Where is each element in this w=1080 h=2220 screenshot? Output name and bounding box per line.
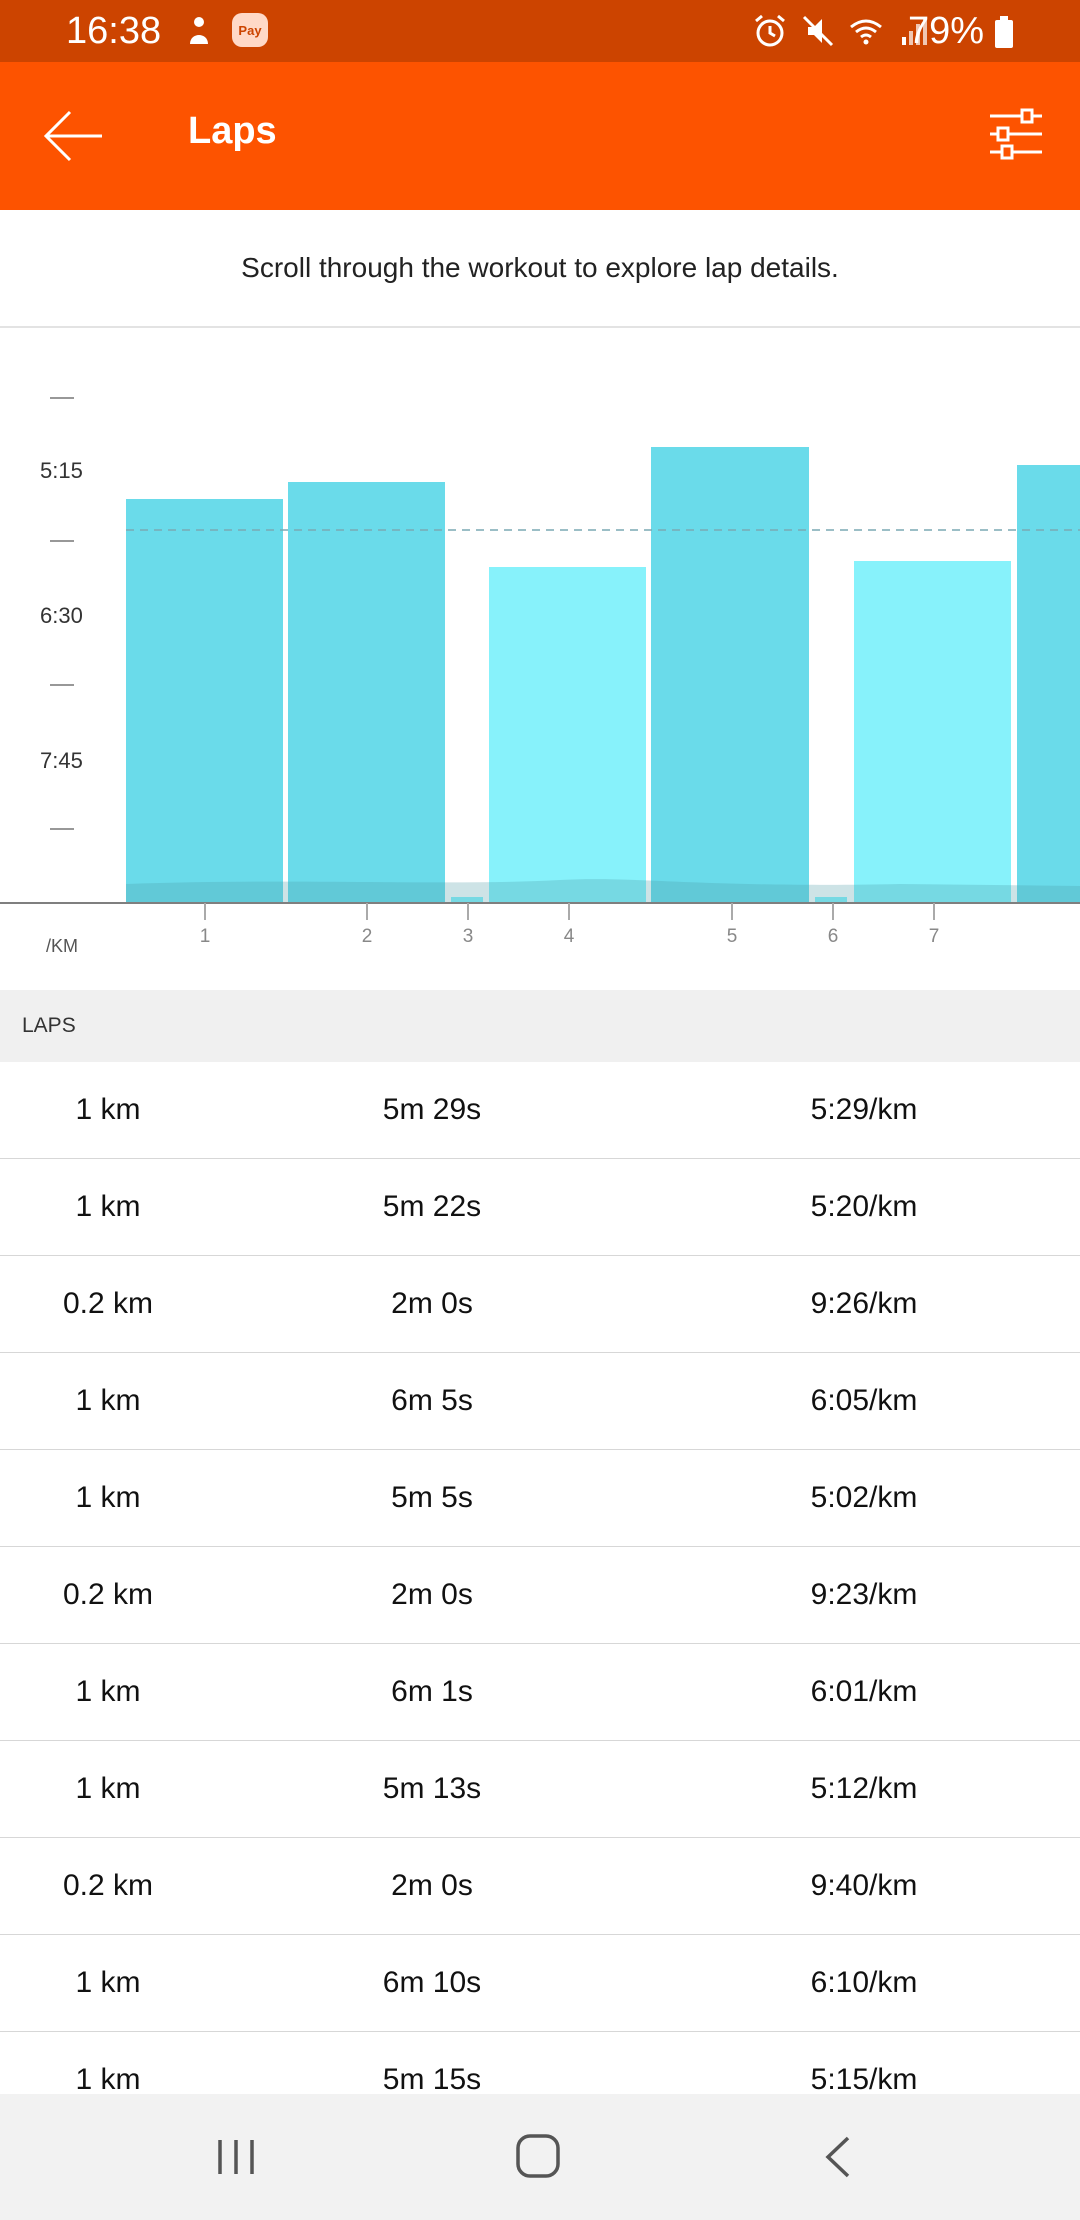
lap-distance: 0.2 km [62, 1287, 154, 1320]
arrow-left-icon[interactable] [40, 106, 104, 166]
lap-pace: 5:20/km [810, 1190, 918, 1223]
table-row[interactable]: 1 km 5m 22s 5:20/km [0, 1159, 1080, 1256]
lap-distance: 0.2 km [62, 1578, 154, 1611]
bar-lap-1[interactable] [126, 499, 283, 902]
status-bar: 16:38 Pay 79% [0, 0, 1080, 62]
lap-distance: 1 km [75, 1093, 141, 1126]
x-tick-label: 5 [727, 926, 738, 947]
bar-lap-6[interactable] [815, 897, 847, 902]
notification-icon [190, 17, 208, 44]
y-tick-label: 7:45 [40, 748, 83, 773]
lap-pace: 5:02/km [810, 1481, 918, 1514]
home-icon[interactable] [510, 2132, 566, 2182]
table-row[interactable]: 0.2 km 2m 0s 9:23/km [0, 1547, 1080, 1644]
lap-distance: 1 km [75, 1384, 141, 1417]
back-nav-icon[interactable] [812, 2132, 868, 2182]
y-tick-label: 5:15 [40, 458, 83, 483]
battery-icon [995, 16, 1013, 48]
battery-percent: 79% [907, 10, 984, 52]
bar-lap-3[interactable] [451, 897, 483, 902]
lap-distance: 0.2 km [62, 1869, 154, 1902]
bar-lap-8[interactable] [1017, 465, 1080, 902]
lap-time: 5m 5s [391, 1481, 473, 1514]
lap-time: 5m 29s [382, 1093, 482, 1126]
y-tick-label: 6:30 [40, 603, 83, 628]
table-row[interactable]: 1 km 5m 29s 5:29/km [0, 1062, 1080, 1159]
laps-section-header: LAPS [0, 990, 1080, 1062]
lap-pace: 9:40/km [810, 1869, 918, 1902]
lap-distance: 1 km [75, 2063, 141, 2096]
mute-icon [802, 15, 834, 47]
chart-svg[interactable]: 1 2 3 4 5 6 7 [0, 328, 1080, 988]
bar-lap-2[interactable] [288, 482, 445, 902]
lap-time: 5m 13s [382, 1772, 482, 1805]
page-title: Laps [188, 110, 277, 152]
laps-table: 1 km 5m 29s 5:29/km 1 km 5m 22s 5:20/km … [0, 1062, 1080, 2129]
lap-pace: 9:23/km [810, 1578, 918, 1611]
lap-time: 2m 0s [391, 1578, 473, 1611]
x-tick-label: 2 [362, 926, 373, 947]
lap-pace: 5:29/km [810, 1093, 918, 1126]
lap-distance: 1 km [75, 1190, 141, 1223]
lap-distance: 1 km [75, 1966, 141, 1999]
table-row[interactable]: 0.2 km 2m 0s 9:26/km [0, 1256, 1080, 1353]
x-tick-label: 4 [564, 926, 575, 947]
bar-lap-4[interactable] [489, 567, 646, 902]
bar-lap-7[interactable] [854, 561, 1011, 902]
table-row[interactable]: 1 km 6m 10s 6:10/km [0, 1935, 1080, 2032]
lap-pace: 6:01/km [810, 1675, 918, 1708]
lap-time: 5m 15s [382, 2063, 482, 2096]
lap-time: 6m 10s [382, 1966, 482, 1999]
system-nav-bar [0, 2094, 1080, 2220]
bar-lap-5[interactable] [651, 447, 809, 902]
lap-pace: 6:05/km [810, 1384, 918, 1417]
scroll-hint: Scroll through the workout to explore la… [0, 210, 1080, 328]
lap-pace: 5:12/km [810, 1772, 918, 1805]
table-row[interactable]: 1 km 6m 1s 6:01/km [0, 1644, 1080, 1741]
table-row[interactable]: 1 km 5m 13s 5:12/km [0, 1741, 1080, 1838]
lap-pace: 6:10/km [810, 1966, 918, 1999]
x-tick-label: 3 [463, 926, 474, 947]
lap-time: 6m 5s [391, 1384, 473, 1417]
x-tick-label: 6 [828, 926, 839, 947]
lap-time: 2m 0s [391, 1287, 473, 1320]
unit-label: /KM [46, 936, 79, 956]
lap-time: 6m 1s [391, 1675, 473, 1708]
lap-time: 2m 0s [391, 1869, 473, 1902]
lap-pace: 9:26/km [810, 1287, 918, 1320]
sliders-icon[interactable] [988, 106, 1044, 162]
table-row[interactable]: 0.2 km 2m 0s 9:40/km [0, 1838, 1080, 1935]
wifi-icon [850, 19, 882, 45]
pay-icon: Pay [232, 13, 268, 47]
lap-distance: 1 km [75, 1675, 141, 1708]
x-tick-label: 1 [200, 926, 211, 947]
table-row[interactable]: 1 km 5m 5s 5:02/km [0, 1450, 1080, 1547]
table-row[interactable]: 1 km 6m 5s 6:05/km [0, 1353, 1080, 1450]
lap-distance: 1 km [75, 1772, 141, 1805]
lap-pace-chart[interactable]: 1 2 3 4 5 6 7 5:15 6:30 7:45 /KM [0, 328, 1080, 988]
alarm-icon [755, 14, 785, 47]
elevation-profile [126, 879, 1080, 902]
lap-pace: 5:15/km [810, 2063, 918, 2096]
recent-apps-icon[interactable] [208, 2132, 264, 2182]
lap-time: 5m 22s [382, 1190, 482, 1223]
signal-icon [902, 17, 927, 45]
lap-distance: 1 km [75, 1481, 141, 1514]
app-bar: Laps [0, 62, 1080, 210]
status-time: 16:38 [66, 10, 162, 52]
x-tick-label: 7 [929, 926, 940, 947]
table-row[interactable]: 1 km 5m 15s 5:15/km [0, 2032, 1080, 2129]
